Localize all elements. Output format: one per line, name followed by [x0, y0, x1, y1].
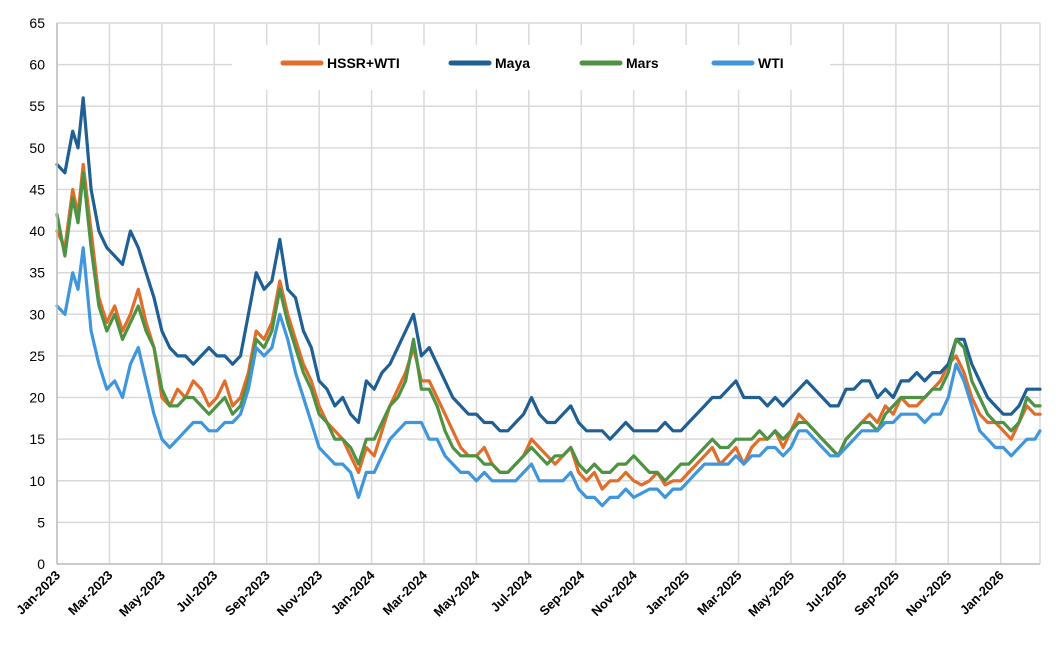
x-tick-label: Mar-2025	[694, 568, 744, 618]
legend-background	[232, 45, 830, 90]
legend-label: HSSR+WTI	[327, 55, 400, 71]
series-layer	[55, 96, 1042, 508]
series-line-wti	[55, 246, 1042, 508]
x-tick-label: Jan-2025	[642, 568, 692, 618]
y-tick-label: 60	[29, 57, 45, 73]
x-tick-label: Jan-2023	[13, 568, 63, 618]
x-tick-label: Mar-2023	[65, 568, 115, 618]
legend-label: Mars	[626, 55, 659, 71]
x-tick-label: May-2025	[745, 568, 797, 620]
series-line-maya	[55, 96, 1042, 441]
x-tick-label: Mar-2024	[380, 567, 431, 618]
legend-label: Maya	[495, 55, 530, 71]
x-tick-label: Jul-2024	[488, 567, 536, 615]
y-tick-label: 50	[29, 140, 45, 156]
x-tick-label: Jan-2024	[328, 567, 379, 618]
x-tick-label: Sep-2023	[222, 568, 273, 619]
x-tick-label: May-2023	[116, 568, 168, 620]
y-tick-label: 45	[29, 181, 45, 197]
x-tick-label: Nov-2025	[903, 568, 954, 619]
x-tick-label: Jan-2026	[957, 568, 1007, 618]
y-tick-label: 30	[29, 306, 45, 322]
y-tick-label: 15	[29, 431, 45, 447]
legend: HSSR+WTI Maya Mars WTI	[232, 45, 830, 90]
x-tick-label: Jul-2025	[802, 568, 849, 615]
x-tick-label: May-2024	[431, 567, 484, 620]
legend-label: WTI	[758, 55, 784, 71]
y-tick-label: 40	[29, 223, 45, 239]
y-tick-label: 65	[29, 15, 45, 31]
series-line-mars	[55, 171, 1042, 483]
x-tick-label: Sep-2025	[851, 568, 902, 619]
y-tick-label: 10	[29, 473, 45, 489]
series-line-hssr-wti	[55, 162, 1042, 491]
y-tick-label: 5	[37, 514, 45, 530]
x-tick-label: Nov-2024	[588, 567, 640, 619]
x-tick-label: Nov-2023	[274, 568, 325, 619]
y-tick-label: 20	[29, 390, 45, 406]
y-tick-label: 55	[29, 98, 45, 114]
x-tick-label: Sep-2024	[536, 567, 588, 619]
grid-layer	[56, 22, 1041, 565]
x-tick-label: Jul-2023	[173, 568, 220, 615]
y-tick-label: 0	[37, 556, 45, 572]
y-tick-label: 25	[29, 348, 45, 364]
y-tick-label: 35	[29, 265, 45, 281]
